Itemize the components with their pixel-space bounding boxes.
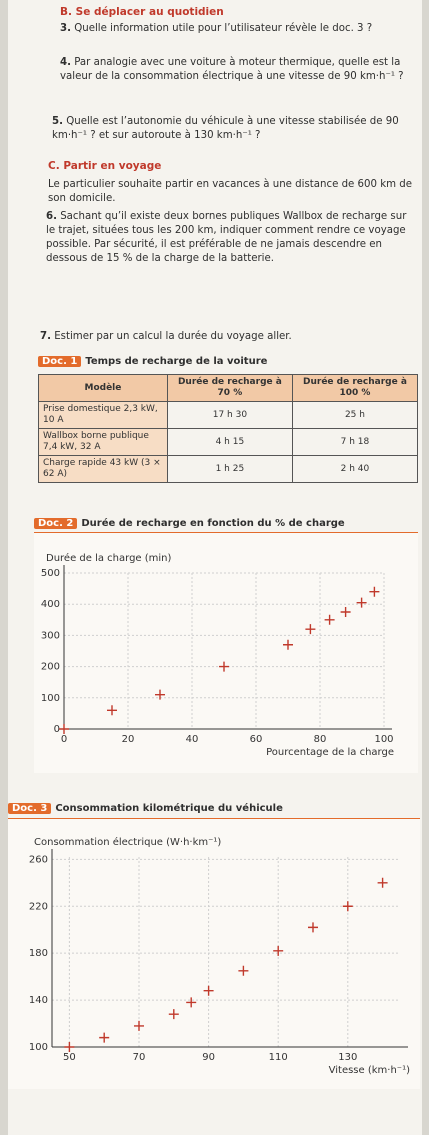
section-c-title: C. Partir en voyage <box>48 160 162 172</box>
doc3-chart: 50 70 90 110 130 100 140 180 220 260 Consommation … <box>8 818 420 1089</box>
data-point <box>203 985 214 996</box>
y-tick-label: 100 <box>41 693 60 704</box>
data-point <box>340 607 351 617</box>
data-point <box>99 1032 110 1043</box>
table-header-row: Modèle Durée de recharge à 70 % Durée de… <box>38 374 419 402</box>
y-axis-label: Consommation électrique (W·h·km⁻¹) <box>34 836 221 848</box>
intro-c: Le particulier souhaite partir en vacanc… <box>48 179 413 204</box>
data-point <box>134 1020 144 1031</box>
data-point <box>155 689 165 700</box>
doc2-chart-svg: 0 20 40 60 80 100 0 100 200 300 400 500 Durée de la … <box>41 552 394 758</box>
x-tick-label: 110 <box>269 1052 288 1063</box>
x-tick-label: 80 <box>314 734 327 745</box>
x-tick-label: 60 <box>250 734 263 745</box>
data-point <box>107 705 117 716</box>
x-tick-label: 100 <box>374 734 393 745</box>
doc1-title: Doc. 1 Temps de recharge de la voiture <box>38 356 267 367</box>
question-3: 3. Quelle information utile pour l’utili… <box>60 23 373 34</box>
data-point <box>377 877 388 888</box>
table-row: Charge rapide 43 kW (3 × 62 A) 1 h 25 2 … <box>38 455 419 483</box>
x-axis-label: Pourcentage de la charge <box>266 747 394 758</box>
data-point <box>324 614 335 625</box>
data-point <box>59 724 69 734</box>
x-tick-label: 130 <box>338 1052 357 1063</box>
data-point <box>186 997 197 1008</box>
y-tick-label: 180 <box>29 948 48 959</box>
table-row: Prise domestique 2,3 kW, 10 A 17 h 30 25… <box>38 401 419 429</box>
x-tick-label: 0 <box>61 734 67 745</box>
data-point <box>219 661 229 672</box>
table-row: Wallbox borne publique 7,4 kW, 32 A 4 h … <box>38 428 419 456</box>
y-tick-label: 0 <box>54 724 60 735</box>
y-axis-label: Durée de la charge (min) <box>46 552 172 564</box>
y-tick-label: 300 <box>41 630 60 641</box>
doc2-chart: 0 20 40 60 80 100 0 100 200 300 400 500 Durée de la … <box>34 532 418 773</box>
question-7: 7. Estimer par un calcul la durée du voy… <box>40 331 292 342</box>
x-axis-label: Vitesse (km·h⁻¹) <box>329 1065 410 1076</box>
y-tick-label: 500 <box>41 568 60 579</box>
doc2-title: Doc. 2 Durée de recharge en fonction du %… <box>34 518 345 529</box>
doc3-chart-svg: 50 70 90 110 130 100 140 180 220 260 Consommation … <box>29 836 410 1076</box>
data-point <box>238 965 249 976</box>
question-4: 4. Par analogie avec une voiture à moteu… <box>60 57 404 82</box>
page: B. Se déplacer au quotidien 3. Quelle in… <box>8 0 422 1135</box>
data-point <box>283 639 293 650</box>
x-tick-label: 20 <box>122 734 135 745</box>
x-tick-label: 40 <box>186 734 199 745</box>
section-b-title: B. Se déplacer au quotidien <box>60 6 224 18</box>
data-point <box>273 945 284 956</box>
x-tick-label: 50 <box>63 1052 76 1063</box>
y-tick-label: 100 <box>29 1042 48 1053</box>
x-tick-label: 90 <box>202 1052 215 1063</box>
x-tick-label: 70 <box>133 1052 146 1063</box>
y-tick-label: 200 <box>41 662 60 673</box>
data-point <box>308 922 318 933</box>
y-tick-label: 140 <box>29 995 48 1006</box>
doc3-title: Doc. 3 Consommation kilométrique du véhic… <box>8 803 283 814</box>
doc1-table: Modèle Durée de recharge à 70 % Durée de… <box>38 374 419 483</box>
question-6: 6. Sachant qu’il existe deux bornes publ… <box>46 211 407 264</box>
y-tick-label: 220 <box>29 901 48 912</box>
y-tick-label: 260 <box>29 854 48 865</box>
question-5: 5. Quelle est l’autonomie du véhicule à … <box>52 116 399 141</box>
data-point <box>342 901 353 912</box>
data-point <box>64 1042 75 1052</box>
y-tick-label: 400 <box>41 599 60 610</box>
data-point <box>369 586 380 597</box>
data-point <box>356 597 367 608</box>
data-point <box>305 624 316 635</box>
data-point <box>168 1009 179 1020</box>
